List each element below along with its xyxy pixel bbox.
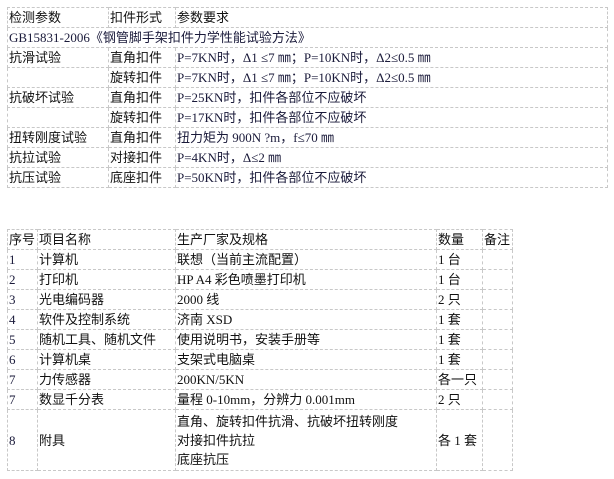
cell-test	[7, 107, 109, 128]
cell-fastener: 直角扣件	[108, 127, 176, 148]
cell-test	[7, 67, 109, 88]
cell-requirement: P=17KN时，扣件各部位不应破坏	[175, 107, 608, 128]
spec-line: 直角、旋转扣件抗滑、抗破坏扭转刚度	[177, 413, 399, 429]
cell-qty: 1 套	[436, 349, 483, 370]
table-row: 4 软件及控制系统 济南 XSD 1 套	[7, 309, 513, 330]
cell-name: 计算机桌	[37, 349, 176, 370]
cell-qty: 1 套	[436, 309, 483, 330]
table-row: 1 计算机 联想（当前主流配置） 1 台	[7, 249, 513, 270]
cell-name: 计算机	[37, 249, 176, 270]
cell-test: 扭转刚度试验	[7, 127, 109, 148]
cell-test: 抗破坏试验	[7, 87, 109, 108]
table-row: 8 附具 直角、旋转扣件抗滑、抗破坏扭转刚度 对接扣件抗拉 底座抗压 各 1 套	[7, 409, 513, 471]
cell-note	[482, 409, 513, 471]
table-row: 7 数显千分表 量程 0-10mm，分辨力 0.001mm 2 只	[7, 389, 513, 410]
cell-requirement: P=50KN时，扣件各部位不应破坏	[175, 167, 608, 188]
cell-no: 1	[7, 249, 38, 270]
cell-no: 8	[7, 409, 38, 471]
cell-spec: 2000 线	[175, 289, 437, 310]
test-parameters-table: 检测参数 扣件形式 参数要求 GB15831-2006《钢管脚手架扣件力学性能试…	[7, 7, 608, 188]
cell-no: 4	[7, 309, 38, 330]
cell-no: 2	[7, 269, 38, 290]
cell-test: 抗压试验	[7, 167, 109, 188]
cell-requirement: P=4KN时，Δ≤2 ㎜	[175, 147, 608, 168]
standard-title: GB15831-2006《钢管脚手架扣件力学性能试验方法》	[7, 27, 608, 48]
table-header-row: 检测参数 扣件形式 参数要求	[7, 7, 608, 28]
cell-no: 7	[7, 389, 38, 410]
cell-name: 力传感器	[37, 369, 176, 390]
cell-note	[482, 269, 513, 290]
cell-spec: 支架式电脑桌	[175, 349, 437, 370]
cell-requirement: P=25KN时，扣件各部位不应破坏	[175, 87, 608, 108]
cell-fastener: 对接扣件	[108, 147, 176, 168]
table-row: 旋转扣件 P=17KN时，扣件各部位不应破坏	[7, 107, 608, 128]
cell-fastener: 直角扣件	[108, 47, 176, 68]
cell-note	[482, 389, 513, 410]
table-row: 6 计算机桌 支架式电脑桌 1 套	[7, 349, 513, 370]
cell-spec: 量程 0-10mm，分辨力 0.001mm	[175, 389, 437, 410]
cell-no: 7	[7, 369, 38, 390]
cell-spec: 200KN/5KN	[175, 369, 437, 390]
cell-qty: 各 1 套	[436, 409, 483, 471]
cell-note	[482, 289, 513, 310]
table-row: 旋转扣件 P=7KN时，Δ1 ≤7 ㎜；P=10KN时，Δ2≤0.5 ㎜	[7, 67, 608, 88]
table-row: 扭转刚度试验 直角扣件 扭力矩为 900N ?m，f≤70 ㎜	[7, 127, 608, 148]
cell-requirement: P=7KN时，Δ1 ≤7 ㎜；P=10KN时，Δ2≤0.5 ㎜	[175, 67, 608, 88]
table-row: 抗拉试验 对接扣件 P=4KN时，Δ≤2 ㎜	[7, 147, 608, 168]
table-row: 抗破坏试验 直角扣件 P=25KN时，扣件各部位不应破坏	[7, 87, 608, 108]
cell-no: 6	[7, 349, 38, 370]
cell-qty: 2 只	[436, 389, 483, 410]
table-row: 2 打印机 HP A4 彩色喷墨打印机 1 台	[7, 269, 513, 290]
cell-no: 5	[7, 329, 38, 350]
spec-line: 对接扣件抗拉	[177, 432, 256, 448]
cell-requirement: 扭力矩为 900N ?m，f≤70 ㎜	[175, 127, 608, 148]
cell-spec: 直角、旋转扣件抗滑、抗破坏扭转刚度 对接扣件抗拉 底座抗压	[175, 409, 437, 471]
header-cell: 序号	[7, 229, 38, 250]
cell-name: 附具	[37, 409, 176, 471]
cell-name: 光电编码器	[37, 289, 176, 310]
table-row: 7 力传感器 200KN/5KN 各一只	[7, 369, 513, 390]
cell-test: 抗滑试验	[7, 47, 109, 68]
cell-spec: HP A4 彩色喷墨打印机	[175, 269, 437, 290]
table-header-row: 序号 项目名称 生产厂家及规格 数量 备注	[7, 229, 513, 250]
cell-note	[482, 309, 513, 330]
cell-note	[482, 369, 513, 390]
table-row: 抗压试验 底座扣件 P=50KN时，扣件各部位不应破坏	[7, 167, 608, 188]
table-row: 抗滑试验 直角扣件 P=7KN时，Δ1 ≤7 ㎜；P=10KN时，Δ2≤0.5 ㎜	[7, 47, 608, 68]
cell-fastener: 直角扣件	[108, 87, 176, 108]
cell-test: 抗拉试验	[7, 147, 109, 168]
cell-no: 3	[7, 289, 38, 310]
header-cell: 检测参数	[7, 7, 109, 28]
cell-fastener: 旋转扣件	[108, 67, 176, 88]
header-cell: 扣件形式	[108, 7, 176, 28]
cell-name: 软件及控制系统	[37, 309, 176, 330]
cell-qty: 各一只	[436, 369, 483, 390]
cell-note	[482, 349, 513, 370]
cell-spec: 使用说明书，安装手册等	[175, 329, 437, 350]
header-cell: 项目名称	[37, 229, 176, 250]
cell-name: 随机工具、随机文件	[37, 329, 176, 350]
cell-spec: 联想（当前主流配置）	[175, 249, 437, 270]
spec-line: 底座抗压	[177, 451, 230, 467]
header-cell: 备注	[482, 229, 513, 250]
table-row: 5 随机工具、随机文件 使用说明书，安装手册等 1 套	[7, 329, 513, 350]
cell-fastener: 旋转扣件	[108, 107, 176, 128]
cell-qty: 2 只	[436, 289, 483, 310]
cell-fastener: 底座扣件	[108, 167, 176, 188]
cell-requirement: P=7KN时，Δ1 ≤7 ㎜；P=10KN时，Δ2≤0.5 ㎜	[175, 47, 608, 68]
standard-row: GB15831-2006《钢管脚手架扣件力学性能试验方法》	[7, 27, 608, 48]
header-cell: 参数要求	[175, 7, 608, 28]
cell-spec: 济南 XSD	[175, 309, 437, 330]
cell-qty: 1 套	[436, 329, 483, 350]
cell-note	[482, 329, 513, 350]
cell-note	[482, 249, 513, 270]
header-cell: 生产厂家及规格	[175, 229, 437, 250]
cell-qty: 1 台	[436, 269, 483, 290]
cell-name: 打印机	[37, 269, 176, 290]
header-cell: 数量	[436, 229, 483, 250]
cell-qty: 1 台	[436, 249, 483, 270]
cell-name: 数显千分表	[37, 389, 176, 410]
